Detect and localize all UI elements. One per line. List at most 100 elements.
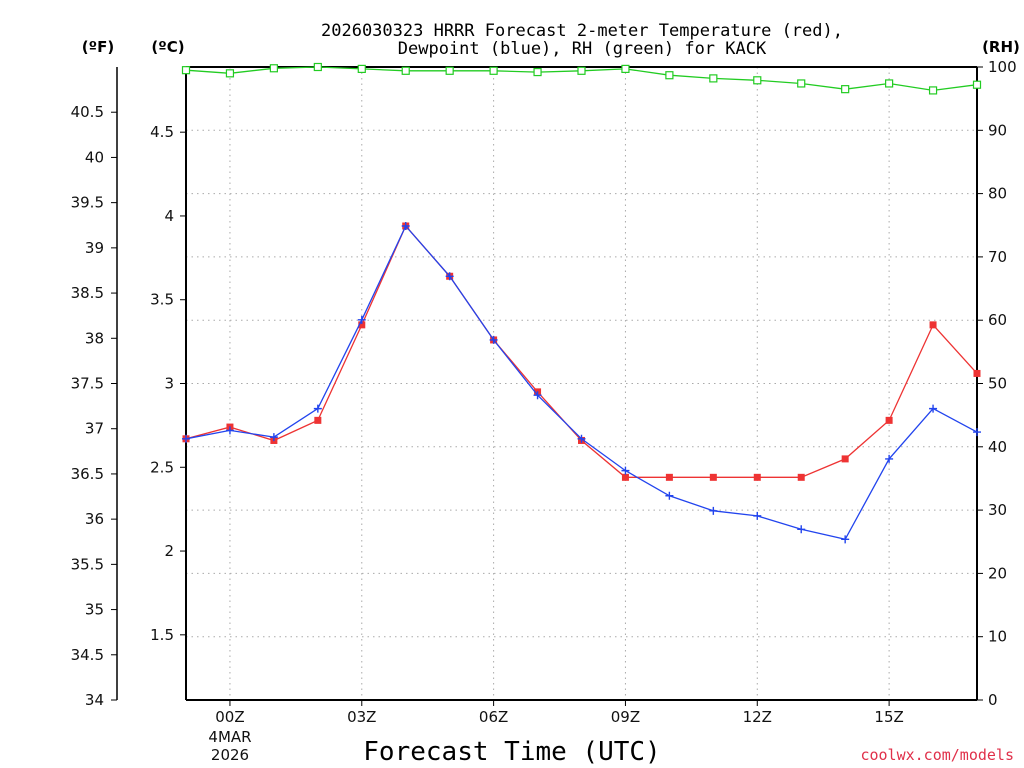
temperature-point xyxy=(885,416,893,424)
dewpoint-point xyxy=(225,426,234,435)
rh-point xyxy=(357,64,366,73)
rh-tick-label: 40 xyxy=(988,438,1007,456)
chart-title-line-1: 2026030323 HRRR Forecast 2-meter Tempera… xyxy=(321,21,843,41)
fahrenheit-tick-label: 38 xyxy=(85,329,104,347)
x-tick-label: 00Z xyxy=(215,708,244,726)
rh-point xyxy=(885,79,894,88)
x-tick-label: 03Z xyxy=(347,708,376,726)
temperature-point xyxy=(358,321,366,329)
dewpoint-point xyxy=(533,391,542,400)
rh-point xyxy=(533,67,542,77)
dewpoint-point xyxy=(973,428,981,437)
dewpoint-point xyxy=(885,454,894,463)
fahrenheit-tick-label: 35 xyxy=(85,601,104,619)
temperature-point xyxy=(314,416,322,424)
fahrenheit-tick-label: 34 xyxy=(85,691,104,709)
dewpoint-point xyxy=(841,535,850,544)
series-layer xyxy=(181,62,982,544)
celsius-tick-label: 3 xyxy=(164,375,174,393)
rh-tick-label: 80 xyxy=(988,185,1007,203)
fahrenheit-tick-label: 38.5 xyxy=(71,284,104,302)
rh-tick-label: 70 xyxy=(988,248,1007,266)
fahrenheit-tick-label: 39 xyxy=(85,239,104,257)
temperature-point xyxy=(665,473,673,481)
temperature-point xyxy=(797,473,805,481)
fahrenheit-tick-label: 36 xyxy=(85,510,104,528)
x-tick-label: 09Z xyxy=(611,708,640,726)
rh-point xyxy=(797,79,806,88)
fahrenheit-tick-label: 37.5 xyxy=(71,375,104,393)
rh-point xyxy=(401,66,410,75)
celsius-tick-label: 1.5 xyxy=(150,626,174,644)
dewpoint-point xyxy=(621,466,630,475)
grid-layer xyxy=(186,67,977,700)
celsius-tick-label: 4 xyxy=(164,207,174,225)
temperature-point xyxy=(709,473,717,481)
rh-tick-label: 20 xyxy=(988,564,1007,582)
fahrenheit-unit-label: (ºF) xyxy=(82,38,114,56)
celsius-tick-label: 3.5 xyxy=(150,291,174,309)
temperature-point xyxy=(621,473,629,481)
rh-point xyxy=(313,62,322,72)
dewpoint-point xyxy=(665,491,674,500)
dewpoint-series-line xyxy=(185,224,978,541)
x-tick-label: 15Z xyxy=(874,708,903,726)
rh-point xyxy=(225,69,235,78)
x-axis-title: Forecast Time (UTC) xyxy=(363,737,660,767)
celsius-tick-label: 2.5 xyxy=(150,458,174,476)
celsius-tick-label: 4.5 xyxy=(150,123,174,141)
fahrenheit-tick-label: 34.5 xyxy=(71,646,104,664)
x-tick-label: 06Z xyxy=(479,708,508,726)
dewpoint-point xyxy=(445,272,454,281)
rh-point xyxy=(181,66,191,75)
fahrenheit-tick-label: 35.5 xyxy=(71,555,104,573)
chart-title-line-2: Dewpoint (blue), RH (green) for KACK xyxy=(398,39,767,59)
fahrenheit-tick-label: 36.5 xyxy=(71,465,104,483)
dewpoint-point xyxy=(489,335,498,344)
rh-tick-label: 100 xyxy=(988,58,1017,76)
rh-point xyxy=(489,66,498,75)
credit-link[interactable]: coolwx.com/models xyxy=(860,746,1014,764)
dewpoint-point xyxy=(929,404,938,413)
dewpoint-point xyxy=(357,315,366,324)
rh-point xyxy=(972,80,982,89)
dewpoint-point xyxy=(182,434,190,443)
rh-tick-label: 10 xyxy=(988,628,1007,646)
dewpoint-point xyxy=(753,511,762,520)
rh-point xyxy=(709,74,718,83)
dewpoint-point xyxy=(577,434,586,443)
rh-point xyxy=(665,71,674,80)
axes-layer: 00Z 03Z 06Z 09Z 12Z 15Z3434.53535.53636.53737… xyxy=(71,58,1017,726)
rh-tick-label: 30 xyxy=(988,501,1007,519)
temperature-point xyxy=(929,321,937,329)
rh-point xyxy=(928,86,938,95)
temperature-point xyxy=(973,369,981,377)
date-label-day: 4MAR xyxy=(208,728,251,746)
celsius-unit-label: (ºC) xyxy=(151,38,184,56)
fahrenheit-tick-label: 40.5 xyxy=(71,103,104,121)
dewpoint-point xyxy=(313,404,322,413)
date-label-year: 2026 xyxy=(211,746,249,764)
rh-tick-label: 60 xyxy=(988,311,1007,329)
rh-point xyxy=(577,66,586,75)
rh-point xyxy=(753,76,762,85)
fahrenheit-tick-label: 40 xyxy=(85,148,104,166)
rh-tick-label: 0 xyxy=(988,691,998,709)
rh-tick-label: 50 xyxy=(988,375,1007,393)
dewpoint-point xyxy=(401,222,410,231)
rh-tick-label: 90 xyxy=(988,121,1007,139)
temperature-point xyxy=(753,473,761,481)
rh-point xyxy=(621,64,630,73)
fahrenheit-tick-label: 39.5 xyxy=(71,194,104,212)
dewpoint-point xyxy=(797,525,806,534)
dewpoint-point xyxy=(709,506,718,515)
rh-point xyxy=(841,85,850,94)
celsius-tick-label: 2 xyxy=(164,542,174,560)
dewpoint-point xyxy=(269,433,278,442)
temperature-point xyxy=(841,455,849,463)
rh-point xyxy=(445,66,454,75)
rh-point xyxy=(269,64,278,73)
x-tick-label: 12Z xyxy=(743,708,772,726)
fahrenheit-tick-label: 37 xyxy=(85,420,104,438)
